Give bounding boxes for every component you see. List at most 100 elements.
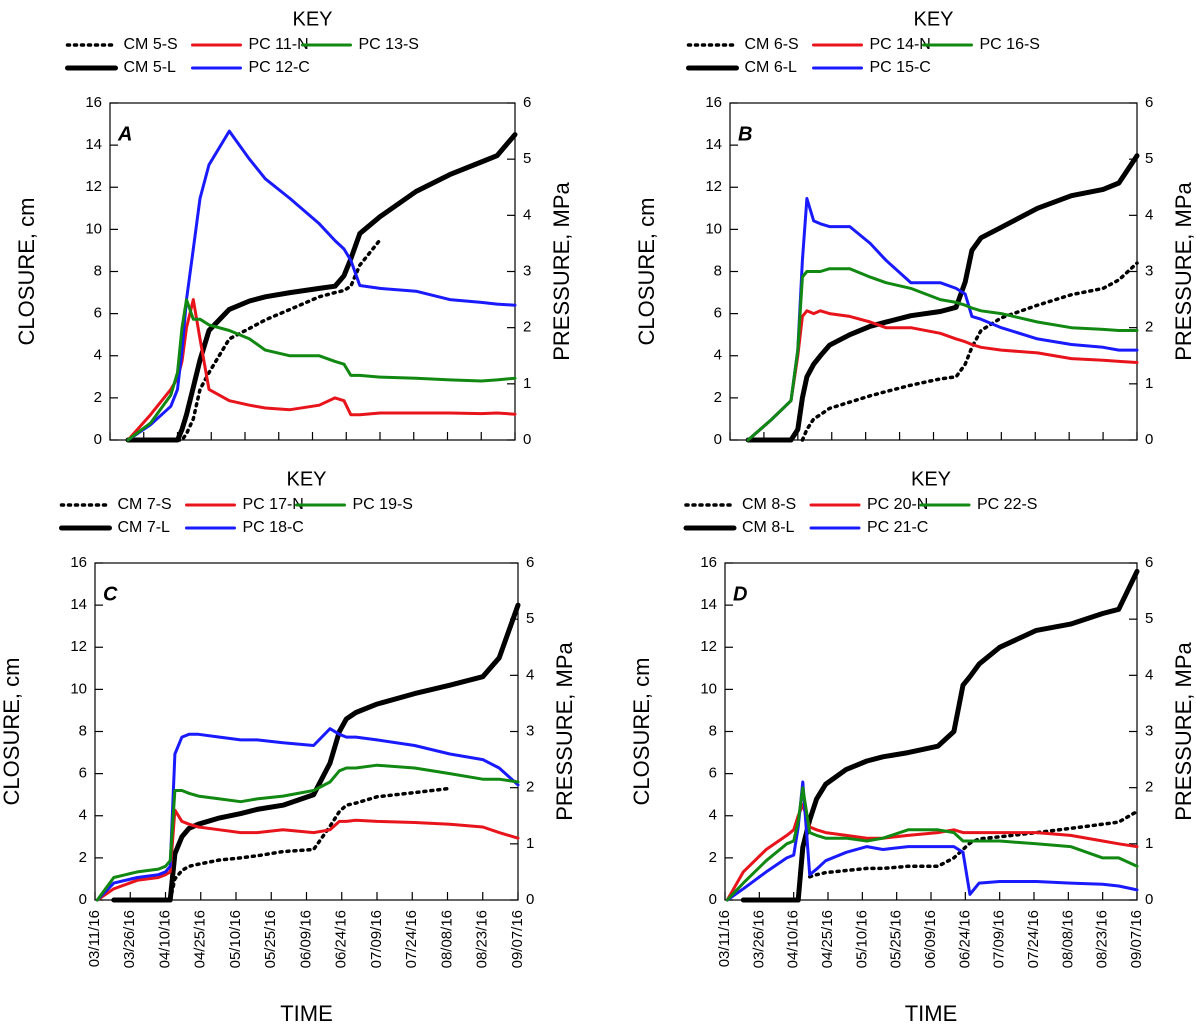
y2-axis-title: PRESSURE, MPa: [1171, 641, 1196, 820]
y-tick-label: 6: [714, 305, 722, 322]
y2-axis-title: PRESSURE, MPa: [1171, 181, 1196, 360]
y2-tick-label: 0: [1145, 891, 1153, 908]
series-line: [800, 261, 1139, 442]
y-axis-title: CLOSURE, cm: [0, 658, 24, 806]
y-tick-label: 14: [70, 596, 87, 613]
x-tick-label: 08/08/16: [438, 910, 455, 968]
y2-tick-label: 4: [523, 206, 531, 223]
legend-label: PC 17-N: [243, 496, 304, 513]
x-tick-label: 09/07/16: [509, 910, 526, 968]
y-axis-title: CLOSURE, cm: [14, 198, 39, 346]
y-axis-title: CLOSURE, cm: [634, 198, 659, 346]
x-tick-label: 04/10/16: [156, 910, 173, 968]
series-line: [95, 808, 520, 902]
y-tick-label: 0: [79, 891, 87, 908]
series-line: [725, 803, 1139, 902]
y-tick-label: 14: [705, 136, 722, 153]
x-tick-label: 03/11/16: [716, 910, 733, 967]
y2-tick-label: 5: [1145, 150, 1153, 167]
x-tick-label: 06/24/16: [333, 910, 350, 968]
legend-label: PC 20-N: [867, 496, 928, 513]
y2-tick-label: 1: [1145, 835, 1153, 852]
key-title: KEY: [292, 8, 332, 30]
y2-axis-title: PRESSURE, MPa: [552, 641, 577, 820]
y-tick-label: 16: [70, 554, 87, 571]
x-tick-label: 05/25/16: [262, 910, 279, 968]
y-tick-label: 16: [85, 94, 102, 111]
x-tick-label: 03/26/16: [121, 910, 138, 968]
x-tick-label: 04/10/16: [785, 910, 802, 968]
y2-tick-label: 6: [526, 554, 534, 571]
y-tick-label: 0: [714, 431, 722, 448]
y2-tick-label: 3: [526, 722, 534, 739]
y2-tick-label: 3: [1145, 722, 1153, 739]
y-tick-label: 4: [709, 807, 717, 824]
y-tick-label: 6: [94, 305, 102, 322]
y2-tick-label: 2: [1145, 319, 1153, 336]
legend-label: PC 14-N: [870, 36, 931, 53]
series-line: [746, 309, 1139, 442]
y-tick-label: 8: [94, 262, 102, 279]
series-line: [126, 298, 517, 442]
x-tick-label: 08/23/16: [474, 910, 491, 968]
y2-tick-label: 2: [1145, 779, 1153, 796]
panel-label: C: [103, 583, 118, 605]
y-tick-label: 12: [85, 178, 102, 195]
y2-tick-label: 0: [526, 891, 534, 908]
legend-label: CM 8-S: [742, 496, 796, 513]
y-tick-label: 4: [94, 347, 102, 364]
y-tick-label: 4: [79, 807, 87, 824]
y-tick-label: 12: [700, 638, 717, 655]
x-tick-label: 09/07/16: [1128, 910, 1145, 968]
key-title: KEY: [911, 468, 951, 490]
y-tick-label: 14: [700, 596, 717, 613]
series-line: [745, 153, 1140, 443]
legend-label: PC 12-C: [249, 59, 310, 76]
y2-tick-label: 4: [526, 666, 534, 683]
x-tick-label: 06/09/16: [297, 910, 314, 968]
y-tick-label: 6: [79, 765, 87, 782]
y-tick-label: 2: [709, 849, 717, 866]
x-tick-label: 06/09/16: [922, 910, 939, 968]
y-tick-label: 12: [70, 638, 87, 655]
y2-axis-title: PRESSURE, MPa: [549, 181, 574, 360]
legend-label: PC 11-N: [249, 36, 309, 53]
y-tick-label: 2: [94, 389, 102, 406]
x-tick-label: 03/11/16: [86, 910, 103, 967]
legend-label: CM 6-L: [745, 59, 798, 76]
y2-tick-label: 3: [523, 262, 531, 279]
series-line: [746, 267, 1139, 442]
y2-tick-label: 1: [526, 835, 534, 852]
legend-label: PC 16-S: [980, 36, 1040, 53]
series-line: [746, 197, 1139, 442]
y-tick-label: 16: [700, 554, 717, 571]
series-line: [168, 786, 452, 902]
legend-label: CM 5-S: [124, 36, 178, 53]
y-tick-label: 4: [714, 347, 722, 364]
y-tick-label: 0: [709, 891, 717, 908]
y-tick-label: 0: [94, 431, 102, 448]
y2-tick-label: 3: [1145, 262, 1153, 279]
y-tick-label: 8: [79, 722, 87, 739]
y2-tick-label: 4: [1145, 666, 1153, 683]
y2-tick-label: 1: [523, 375, 531, 392]
legend-label: PC 21-C: [867, 519, 928, 536]
y2-tick-label: 5: [526, 610, 534, 627]
y2-tick-label: 1: [1145, 375, 1153, 392]
x-tick-label: 08/08/16: [1059, 910, 1076, 968]
legend-label: PC 22-S: [977, 496, 1037, 513]
y2-tick-label: 2: [523, 319, 531, 336]
y2-tick-label: 6: [523, 94, 531, 111]
x-tick-label: 05/10/16: [227, 910, 244, 968]
y-tick-label: 16: [705, 94, 722, 111]
panel-label: A: [117, 123, 132, 145]
x-tick-label: 07/09/16: [991, 910, 1008, 968]
x-tick-label: 06/24/16: [956, 910, 973, 968]
series-line: [725, 786, 1139, 902]
x-tick-label: 05/25/16: [888, 910, 905, 968]
y2-tick-label: 6: [1145, 554, 1153, 571]
x-tick-label: 04/25/16: [192, 910, 209, 968]
legend-label: CM 5-L: [124, 59, 177, 76]
